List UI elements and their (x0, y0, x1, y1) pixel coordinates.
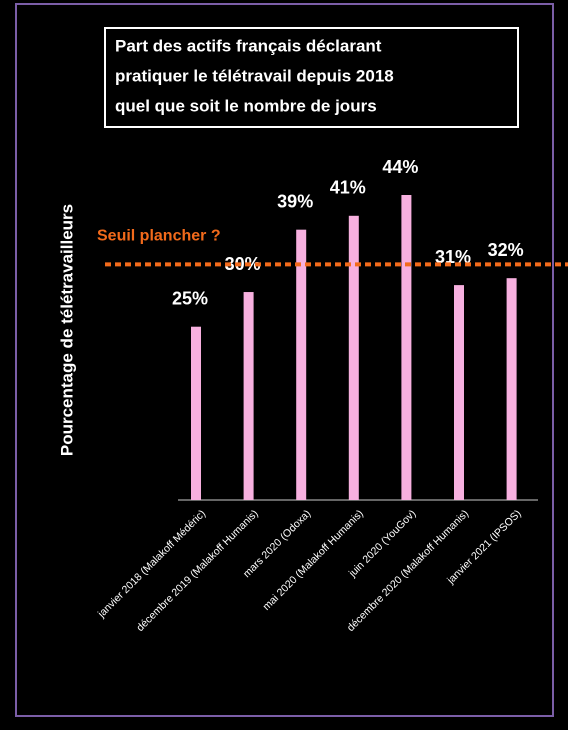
value-label: 25% (172, 288, 208, 308)
chart-title: pratiquer le télétravail depuis 2018 (115, 66, 394, 85)
value-label: 31% (435, 247, 471, 267)
bar (348, 215, 359, 500)
value-label: 41% (330, 178, 366, 198)
bar (191, 326, 201, 500)
bar (401, 195, 412, 500)
bar (243, 292, 254, 500)
value-label: 44% (382, 157, 418, 177)
bar (296, 229, 307, 500)
value-label: 39% (277, 191, 313, 211)
chart-title: Part des actifs français déclarant (115, 36, 382, 55)
value-label: 32% (488, 240, 524, 260)
threshold-label: Seuil plancher ? (97, 228, 221, 245)
bar (454, 285, 464, 500)
value-label: 30% (225, 254, 261, 274)
bar (506, 278, 517, 500)
y-axis-label: Pourcentage de télétravailleurs (57, 204, 76, 456)
chart-title: quel que soit le nombre de jours (115, 96, 377, 115)
title-box (104, 27, 519, 128)
